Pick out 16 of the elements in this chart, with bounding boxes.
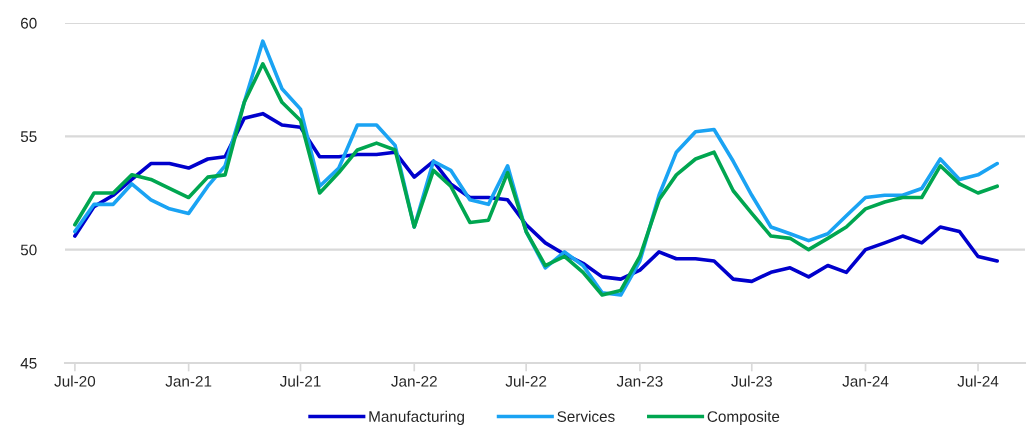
x-tick-label: Jul-24 [957, 375, 999, 387]
x-tick-label: Jan-21 [165, 375, 212, 387]
x-tick-label: Jan-24 [842, 375, 889, 387]
x-tick-label: Jul-21 [279, 375, 321, 387]
x-tick-label: Jan-22 [391, 375, 437, 387]
legend-label: Services [557, 410, 615, 422]
y-tick-label: 50 [20, 244, 37, 256]
y-tick-label: 60 [21, 17, 37, 29]
x-tick-label: Jul-20 [54, 375, 96, 387]
x-tick-label: Jul-23 [731, 375, 772, 387]
legend-label: Composite [707, 410, 780, 425]
y-tick-label: 45 [20, 358, 37, 369]
x-tick-label: Jan-23 [616, 375, 663, 387]
legend-label: Manufacturing [369, 410, 464, 425]
x-tick-label: Jul-22 [505, 375, 547, 387]
y-tick-label: 55 [20, 131, 37, 143]
